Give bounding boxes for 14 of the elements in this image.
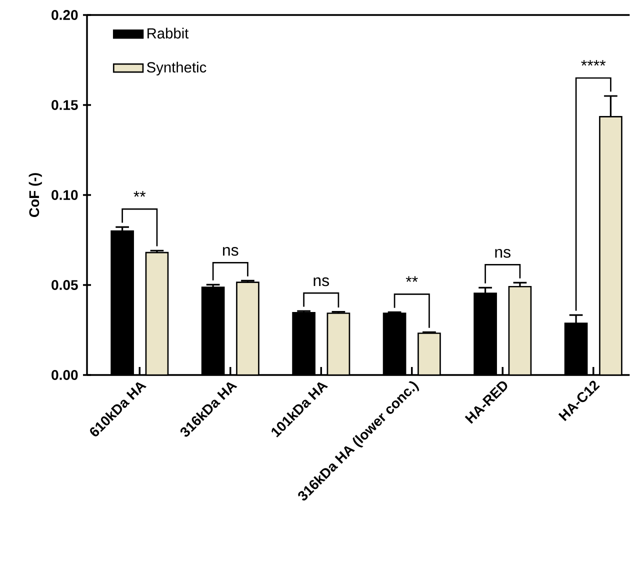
annotation: ns	[314, 277, 329, 286]
annotation: ns	[495, 248, 510, 258]
y-tick-label: 0.20	[52, 10, 78, 20]
y-tick-label: 0.15	[52, 100, 78, 110]
y-tick-label: 0.00	[52, 370, 78, 380]
annotation: **	[134, 191, 146, 197]
annotation: **	[406, 276, 418, 282]
y-axis-title: CoF (-)	[28, 173, 42, 217]
y-tick-label: 0.05	[52, 280, 78, 290]
legend-label: Synthetic	[146, 62, 206, 76]
annotation: ****	[581, 60, 606, 66]
legend-label: Rabbit	[148, 28, 189, 39]
y-tick-label: 0.10	[52, 190, 78, 200]
annotation: ns	[223, 246, 238, 256]
